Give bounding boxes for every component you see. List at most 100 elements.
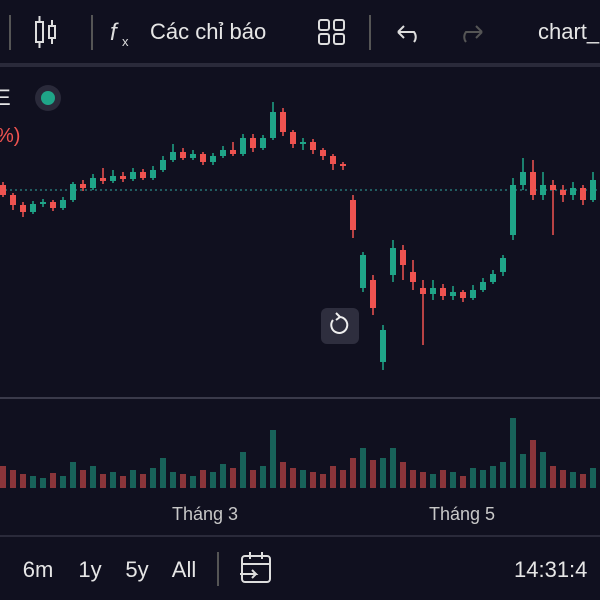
toolbar-separator xyxy=(0,63,600,67)
reset-button[interactable] xyxy=(321,308,359,344)
volume-bar xyxy=(450,472,456,488)
candle-body xyxy=(150,170,156,178)
volume-bar xyxy=(330,466,336,488)
volume-bar xyxy=(500,462,506,488)
candle-body xyxy=(180,152,186,158)
volume-bar xyxy=(90,466,96,488)
range-button[interactable]: 5y xyxy=(125,557,148,582)
candle-body xyxy=(550,185,556,190)
candle-body xyxy=(190,154,196,158)
volume-bar xyxy=(410,470,416,488)
candle-body xyxy=(220,150,226,156)
fx-icon: f xyxy=(110,19,119,46)
candle-body xyxy=(170,152,176,160)
candle-body xyxy=(300,142,306,144)
range-button[interactable]: 6m xyxy=(23,557,54,582)
volume-bar xyxy=(150,468,156,488)
volume-bar xyxy=(360,448,366,488)
candle-body xyxy=(310,142,316,150)
volume-bar xyxy=(570,472,576,488)
volume-bar xyxy=(240,452,246,488)
x-label: Tháng 3 xyxy=(172,504,238,524)
candle-body xyxy=(560,190,566,195)
candle-body xyxy=(230,150,236,154)
change: %) xyxy=(0,125,20,147)
candle-body xyxy=(330,156,336,164)
candle-body xyxy=(430,288,436,294)
volume-bar xyxy=(260,466,266,488)
candle-body xyxy=(320,150,326,156)
candle-body xyxy=(210,156,216,162)
symbol: E xyxy=(0,85,11,110)
candle-body xyxy=(100,178,106,181)
candle-body xyxy=(480,282,486,290)
volume-bar xyxy=(50,473,56,488)
volume-bar xyxy=(220,464,226,488)
volume-bar xyxy=(290,468,296,488)
volume-bar xyxy=(480,470,486,488)
candle-body xyxy=(130,172,136,179)
reset-icon xyxy=(330,312,349,334)
volume-bar xyxy=(120,476,126,488)
candle-body xyxy=(440,288,446,296)
candle-body xyxy=(420,288,426,294)
candle-body xyxy=(90,178,96,188)
volume-bar xyxy=(180,474,186,488)
candle-body xyxy=(580,188,586,200)
candle-body xyxy=(240,138,246,154)
candle-body xyxy=(450,292,456,296)
redo-button[interactable] xyxy=(463,25,483,43)
volume-bar xyxy=(130,470,136,488)
candle-body xyxy=(50,202,56,208)
candle-type-button[interactable] xyxy=(35,16,56,48)
layout-button[interactable] xyxy=(318,19,345,45)
volume-bar xyxy=(470,468,476,488)
candle-body xyxy=(410,272,416,282)
indicators-label: Các chỉ báo xyxy=(150,19,266,44)
volume-bar xyxy=(510,418,516,488)
candle-body xyxy=(80,184,86,188)
volume-bar xyxy=(60,476,66,488)
volume-bar xyxy=(460,476,466,488)
undo-button[interactable] xyxy=(397,25,417,43)
candle-body xyxy=(460,292,466,298)
date-range-button[interactable] xyxy=(240,552,271,583)
candle-body xyxy=(390,248,396,275)
volume-bar xyxy=(340,470,346,488)
x-label: Tháng 5 xyxy=(429,504,495,524)
candle-body xyxy=(290,132,296,144)
volume-bar xyxy=(200,470,206,488)
volume-bar xyxy=(20,474,26,488)
volume-bar xyxy=(40,478,46,488)
volume-bar xyxy=(350,458,356,488)
volume-bar xyxy=(230,468,236,488)
range-button[interactable]: All xyxy=(172,557,196,582)
volume-bar xyxy=(250,470,256,488)
candle-body xyxy=(530,172,536,195)
candle-body xyxy=(520,172,526,185)
candle-body xyxy=(250,138,256,148)
candle-body xyxy=(350,200,356,230)
candle-body xyxy=(280,112,286,132)
volume-bar xyxy=(540,452,546,488)
candle-body xyxy=(470,290,476,298)
chart-tab[interactable]: chart_ xyxy=(538,19,600,44)
candle-body xyxy=(370,280,376,308)
volume-bar xyxy=(420,472,426,488)
candle-body xyxy=(60,200,66,208)
volume-bar xyxy=(390,448,396,488)
volume-bar xyxy=(370,460,376,488)
candle-body xyxy=(20,205,26,212)
volume-bar xyxy=(30,476,36,488)
volume-bar xyxy=(10,470,16,488)
candle-body xyxy=(380,330,386,362)
range-button[interactable]: 1y xyxy=(78,557,101,582)
indicators-button[interactable]: f x Các chỉ báo xyxy=(110,19,266,49)
candle-body xyxy=(510,185,516,235)
candle-body xyxy=(360,255,366,288)
volume-bar xyxy=(110,472,116,488)
volume-bar xyxy=(280,462,286,488)
candle-body xyxy=(40,202,46,204)
